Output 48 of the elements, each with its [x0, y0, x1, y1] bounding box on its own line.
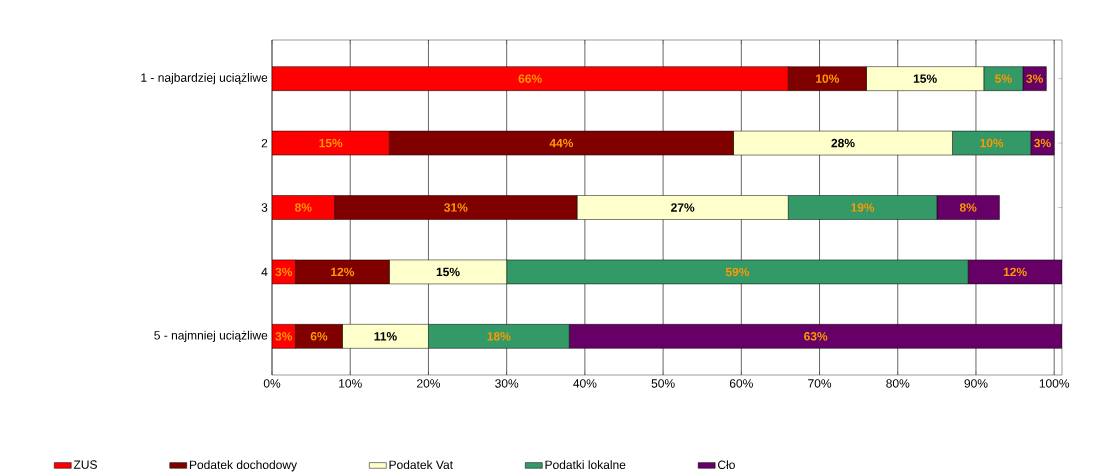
- data-label: 18%: [487, 332, 511, 341]
- y-tick-label: 4: [261, 267, 268, 277]
- x-tick-label: 50%: [651, 379, 675, 388]
- data-label: 28%: [831, 138, 855, 148]
- data-label: 11%: [374, 332, 397, 341]
- x-tick-label: 80%: [886, 379, 910, 388]
- y-tick-label: 3: [261, 203, 268, 212]
- data-label: 63%: [804, 332, 828, 341]
- data-label: 12%: [331, 267, 355, 277]
- data-label: 5%: [995, 74, 1012, 84]
- x-tick-label: 20%: [417, 379, 441, 388]
- x-tick-label: 30%: [495, 379, 519, 388]
- bar: [272, 66, 789, 92]
- data-label: 6%: [310, 332, 328, 341]
- data-label: 15%: [436, 267, 460, 277]
- data-label: 66%: [518, 74, 542, 84]
- x-tick-label: 60%: [729, 379, 753, 388]
- legend-label: Podatek dochodowy: [189, 460, 298, 472]
- data-label: 10%: [980, 138, 1004, 148]
- x-tick-label: 100%: [1039, 379, 1070, 388]
- x-tick-label: 0%: [263, 379, 281, 388]
- data-label: 15%: [319, 139, 343, 148]
- x-tick-label: 90%: [964, 379, 988, 388]
- data-label: 10%: [816, 74, 840, 84]
- x-tick-label: 40%: [573, 379, 597, 388]
- data-label: 31%: [444, 203, 468, 212]
- data-label: 27%: [671, 203, 695, 212]
- data-label: 8%: [959, 203, 977, 212]
- y-tick-label: 5 - najmniej uciążliwe: [154, 330, 268, 343]
- data-label: 44%: [549, 139, 574, 148]
- legend-label: ZUS: [73, 460, 97, 470]
- legend-label: Cło: [718, 460, 735, 470]
- x-tick-label: 70%: [808, 379, 832, 388]
- data-label: 3%: [1026, 74, 1043, 84]
- data-label: 3%: [275, 267, 293, 277]
- legend-label: Podatek Vat: [389, 460, 453, 470]
- x-tick-label: 10%: [339, 379, 362, 388]
- data-label: 3%: [275, 332, 293, 341]
- data-label: 12%: [1003, 267, 1027, 277]
- data-label: 19%: [851, 203, 875, 212]
- bar: [568, 324, 1063, 349]
- y-tick-label: 2: [261, 139, 268, 148]
- legend-label: Podatki lokalne: [545, 460, 626, 470]
- data-label: 15%: [913, 74, 937, 84]
- data-label: 3%: [1034, 138, 1051, 148]
- y-tick-label: 1 - najbardziej uciążliwe: [141, 73, 268, 85]
- data-label: 8%: [295, 203, 312, 212]
- data-label: 59%: [725, 267, 750, 277]
